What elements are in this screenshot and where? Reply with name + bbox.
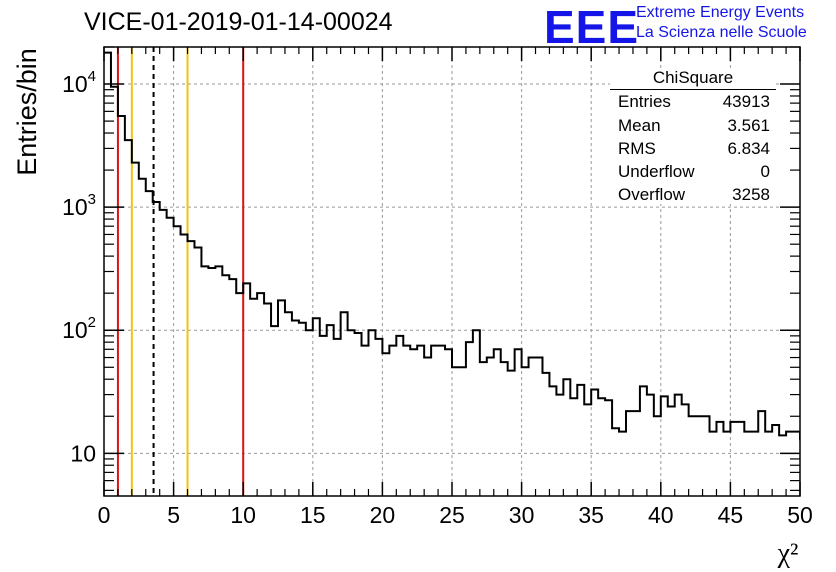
y-tick-label: 102 <box>62 314 96 343</box>
x-tick-labels: 0 5 10 15 20 25 30 35 40 45 50 <box>98 502 813 528</box>
x-tick-label: 25 <box>439 502 465 528</box>
stats-value: 3258 <box>732 185 770 204</box>
y-tick-label: 10 <box>70 440 96 466</box>
plot-title: VICE-01-2019-01-14-00024 <box>84 8 393 36</box>
stats-value: 0 <box>760 162 770 181</box>
x-tick-label: 30 <box>509 502 535 528</box>
stats-title: ChiSquare <box>652 68 734 87</box>
stats-label: Underflow <box>618 162 695 181</box>
x-tick-label: 0 <box>98 502 111 528</box>
x-tick-label: 20 <box>370 502 396 528</box>
stats-label: Overflow <box>618 185 686 204</box>
marker-lines <box>116 47 245 496</box>
stats-value: 3.561 <box>727 116 770 135</box>
eee-logo: EEE <box>544 1 640 53</box>
logo-caption-1: Extreme Energy Events <box>636 4 805 21</box>
x-tick-label: 10 <box>230 502 256 528</box>
axis-ticks <box>103 46 801 496</box>
stats-value: 6.834 <box>727 139 770 158</box>
logo-caption-2: La Scienza nelle Scuole <box>636 24 807 41</box>
y-tick-labels: 10 102 103 104 <box>62 68 96 466</box>
histogram-series <box>104 51 800 441</box>
x-tick-label: 40 <box>648 502 674 528</box>
y-tick-label: 103 <box>62 191 96 220</box>
x-tick-label: 5 <box>167 502 180 528</box>
stats-label: Entries <box>618 92 671 111</box>
stats-divider <box>610 89 776 90</box>
x-tick-label: 45 <box>718 502 744 528</box>
x-tick-label: 15 <box>300 502 326 528</box>
stats-box: ChiSquare Entries 43913 Mean 3.561 RMS 6… <box>610 68 776 204</box>
stats-value: 43913 <box>722 92 770 111</box>
x-axis-label: χ² <box>777 538 799 569</box>
stats-label: RMS <box>618 139 656 158</box>
stats-label: Mean <box>618 116 661 135</box>
x-tick-label: 50 <box>787 502 813 528</box>
x-tick-label: 35 <box>578 502 604 528</box>
y-tick-label: 104 <box>62 68 96 97</box>
y-axis-label: Entries/bin <box>12 48 42 176</box>
